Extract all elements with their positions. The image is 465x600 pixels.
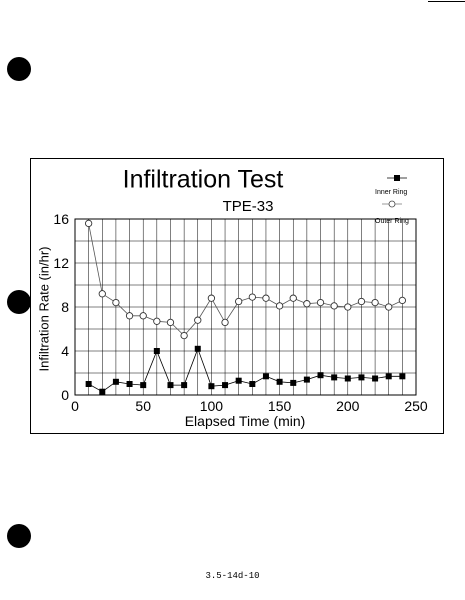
page-footer-code: 3.5-14d-10	[205, 571, 260, 581]
axis-ticks: 0 50 100 150 200 250 0 4 8 12 16	[53, 211, 427, 414]
binder-hole-middle	[7, 290, 31, 314]
outer-ring-point	[248, 293, 256, 301]
chart-subtitle: TPE-33	[223, 198, 274, 215]
outer-ring-point	[344, 303, 352, 311]
outer-ring-point	[289, 294, 297, 302]
outer-ring-point	[180, 331, 188, 340]
outer-ring-point	[235, 297, 243, 306]
outer-ring-point	[84, 219, 93, 228]
outer-ring-point	[221, 318, 229, 327]
y-axis-label: Infiltration Rate (in/hr)	[36, 247, 51, 372]
inner-ring-point	[344, 375, 351, 382]
chart-title: Infiltration Test	[123, 166, 284, 194]
y-tick-label: 8	[61, 299, 69, 315]
inner-ring-point	[317, 372, 324, 379]
outer-ring-point	[194, 316, 202, 324]
inner-ring-point	[153, 348, 160, 354]
outer-ring-point	[371, 298, 379, 307]
x-tick-label: 0	[71, 398, 79, 414]
outer-ring-point	[385, 303, 393, 311]
plot-area	[74, 218, 417, 396]
x-tick-label: 250	[404, 398, 428, 414]
outer-ring-point	[316, 298, 325, 307]
x-tick-label: 100	[200, 398, 224, 414]
outer-ring-point	[398, 296, 407, 305]
outer-ring-point	[330, 302, 338, 310]
outer-ring-point	[275, 302, 284, 310]
outer-ring-point	[166, 318, 175, 327]
inner-ring-point	[331, 374, 338, 381]
inner-ring-point	[276, 378, 283, 385]
outer-ring-point	[262, 294, 270, 302]
y-tick-label: 12	[53, 255, 69, 271]
outer-ring-point	[357, 297, 366, 306]
x-tick-label: 50	[135, 398, 151, 414]
outer-ring-point	[153, 317, 161, 325]
outer-ring-point	[98, 290, 106, 298]
outer-ring-point	[139, 312, 147, 320]
inner-ring-point	[385, 373, 392, 380]
outer-ring-point	[303, 300, 311, 308]
chart-frame: 0 50 100 150 200 250 0 4 8 12 16 Infiltration Test…	[30, 158, 444, 434]
inner-ring-point	[181, 382, 188, 389]
outer-ring-line	[88, 223, 403, 337]
inner-ring-point	[262, 373, 269, 380]
y-tick-label: 4	[61, 343, 69, 359]
inner-ring-point	[290, 379, 297, 386]
inner-ring-point	[208, 383, 215, 390]
legend-inner-label: Inner Ring	[375, 189, 407, 196]
binder-hole-bottom	[7, 524, 31, 548]
legend-inner-marker	[394, 175, 400, 181]
series-layer	[84, 219, 407, 395]
corner-mark	[428, 0, 465, 3]
x-axis-label: Elapsed Time (min)	[185, 413, 306, 429]
inner-ring-point	[399, 373, 406, 380]
binder-hole-top	[7, 57, 31, 81]
inner-ring-point	[249, 381, 256, 387]
infiltration-chart: 0 50 100 150 200 250 0 4 8 12 16 Infiltration Test…	[36, 166, 427, 429]
inner-ring-point	[99, 388, 106, 395]
inner-ring-point	[372, 375, 379, 382]
legend-outer-marker	[388, 200, 396, 208]
inner-ring-point	[358, 374, 365, 381]
inner-ring-point	[235, 377, 242, 384]
outer-ring-point	[207, 294, 216, 302]
outer-ring-point	[125, 312, 134, 320]
inner-ring-point	[222, 382, 229, 389]
y-tick-label: 0	[61, 387, 69, 403]
inner-ring-line	[88, 347, 403, 393]
x-tick-label: 150	[268, 398, 292, 414]
inner-ring-point	[112, 378, 119, 385]
y-tick-label: 16	[53, 211, 69, 227]
inner-ring-point	[85, 381, 92, 387]
outer-ring-point	[112, 298, 120, 307]
x-tick-label: 200	[336, 398, 360, 414]
inner-ring-point	[194, 345, 201, 352]
inner-ring-point	[303, 376, 310, 383]
inner-ring-point	[140, 382, 147, 389]
chart-legend: Inner Ring Outer Ring	[375, 175, 409, 225]
inner-ring-point	[167, 382, 174, 389]
plot-border	[74, 218, 417, 396]
legend-outer-label: Outer Ring	[375, 218, 409, 225]
inner-ring-point	[126, 381, 133, 387]
chart-grid	[75, 219, 416, 395]
